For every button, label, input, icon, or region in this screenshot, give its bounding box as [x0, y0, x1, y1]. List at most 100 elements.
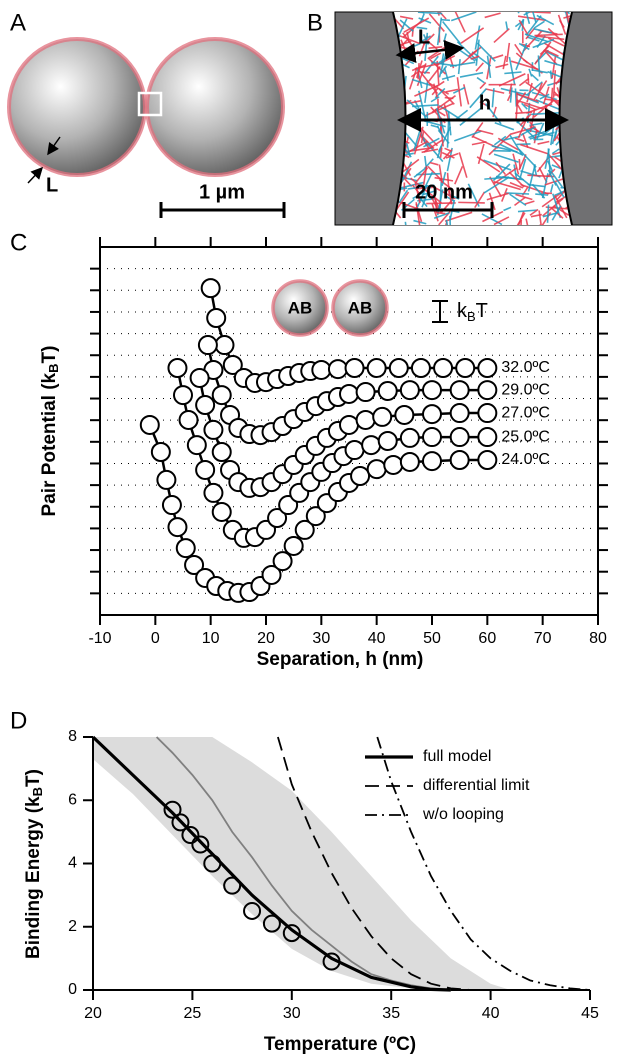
- fiber: [521, 132, 529, 148]
- y-axis-label: Binding Energy (kBT): [23, 769, 45, 959]
- fiber: [550, 170, 564, 188]
- fiber: [439, 147, 443, 158]
- fiber: [522, 12, 531, 25]
- y-tick-label: 8: [68, 728, 77, 745]
- marker: [477, 358, 498, 379]
- particle-label: AB: [348, 298, 373, 317]
- marker: [156, 469, 177, 490]
- marker: [449, 403, 470, 424]
- marker: [383, 454, 404, 475]
- marker: [477, 427, 498, 448]
- fiber: [524, 33, 549, 43]
- fiber: [518, 158, 521, 169]
- fiber: [550, 87, 554, 103]
- fiber: [517, 18, 525, 31]
- series-label: 24.0ºC: [501, 451, 550, 468]
- marker: [197, 335, 218, 356]
- marker: [294, 519, 315, 540]
- fiber: [525, 81, 548, 98]
- series-label: 25.0ºC: [501, 428, 550, 445]
- fiber: [421, 148, 439, 154]
- x-tick-label: 45: [581, 1005, 599, 1022]
- fiber: [476, 156, 501, 173]
- fiber: [525, 27, 536, 40]
- series-label: 27.0ºC: [501, 404, 550, 421]
- fiber: [438, 164, 444, 184]
- fiber: [402, 158, 420, 173]
- marker: [222, 354, 243, 375]
- marker: [175, 538, 196, 559]
- fiber: [442, 149, 453, 160]
- x-tick-label: 70: [534, 630, 552, 647]
- fiber: [471, 51, 492, 67]
- fiber: [505, 192, 530, 195]
- x-tick-label: 10: [202, 630, 220, 647]
- x-tick-label: 80: [589, 630, 607, 647]
- marker: [195, 395, 216, 416]
- fiber: [491, 54, 504, 60]
- marker: [449, 450, 470, 471]
- marker: [186, 435, 207, 456]
- marker: [211, 501, 232, 522]
- fiber: [520, 143, 549, 155]
- legend-label: full model: [423, 748, 491, 765]
- fiber: [475, 39, 480, 66]
- fiber: [514, 43, 523, 56]
- fiber: [421, 185, 432, 208]
- fiber: [551, 148, 560, 155]
- fiber: [533, 80, 548, 100]
- fiber: [505, 21, 509, 31]
- fiber: [493, 153, 519, 163]
- fiber: [527, 164, 536, 192]
- panel-letter: D: [10, 707, 27, 734]
- fiber: [527, 12, 537, 23]
- fiber: [509, 134, 523, 155]
- fiber: [523, 12, 532, 16]
- fiber: [512, 153, 520, 175]
- fiber: [410, 177, 429, 193]
- fiber: [436, 211, 446, 215]
- y-axis-label: Pair Potential (kBT): [39, 346, 61, 517]
- fiber: [420, 131, 425, 144]
- fiber: [476, 76, 485, 84]
- fiber: [508, 171, 525, 188]
- fiber: [412, 104, 439, 108]
- y-tick-label: 6: [68, 791, 77, 808]
- marker: [282, 924, 301, 943]
- marker: [163, 800, 182, 819]
- marker: [344, 358, 365, 379]
- fiber: [519, 219, 523, 225]
- marker: [399, 380, 420, 401]
- fiber: [509, 181, 524, 189]
- fiber: [515, 111, 533, 115]
- marker: [477, 403, 498, 424]
- fiber: [510, 60, 539, 71]
- fiber: [517, 15, 547, 22]
- arrow: [27, 166, 44, 184]
- marker: [422, 404, 442, 425]
- fiber: [468, 46, 482, 57]
- fiber: [495, 161, 507, 176]
- fiber: [531, 73, 539, 82]
- marker: [278, 495, 299, 516]
- fiber: [499, 143, 524, 156]
- marker: [203, 482, 224, 503]
- marker: [267, 508, 288, 529]
- arrow: [395, 39, 465, 64]
- fiber: [414, 62, 440, 70]
- y-tick-label: 4: [68, 855, 77, 872]
- fiber: [419, 70, 439, 95]
- fiber: [432, 185, 456, 200]
- thickness-label: L: [418, 26, 430, 48]
- fiber: [408, 67, 418, 90]
- fiber: [550, 184, 554, 193]
- marker: [344, 440, 365, 461]
- x-tick-label: 40: [368, 630, 386, 647]
- fiber: [547, 37, 565, 47]
- fiber: [485, 88, 505, 94]
- marker: [173, 385, 193, 406]
- fiber: [449, 61, 476, 68]
- fiber: [471, 140, 487, 146]
- fiber: [563, 12, 570, 23]
- marker: [366, 459, 387, 480]
